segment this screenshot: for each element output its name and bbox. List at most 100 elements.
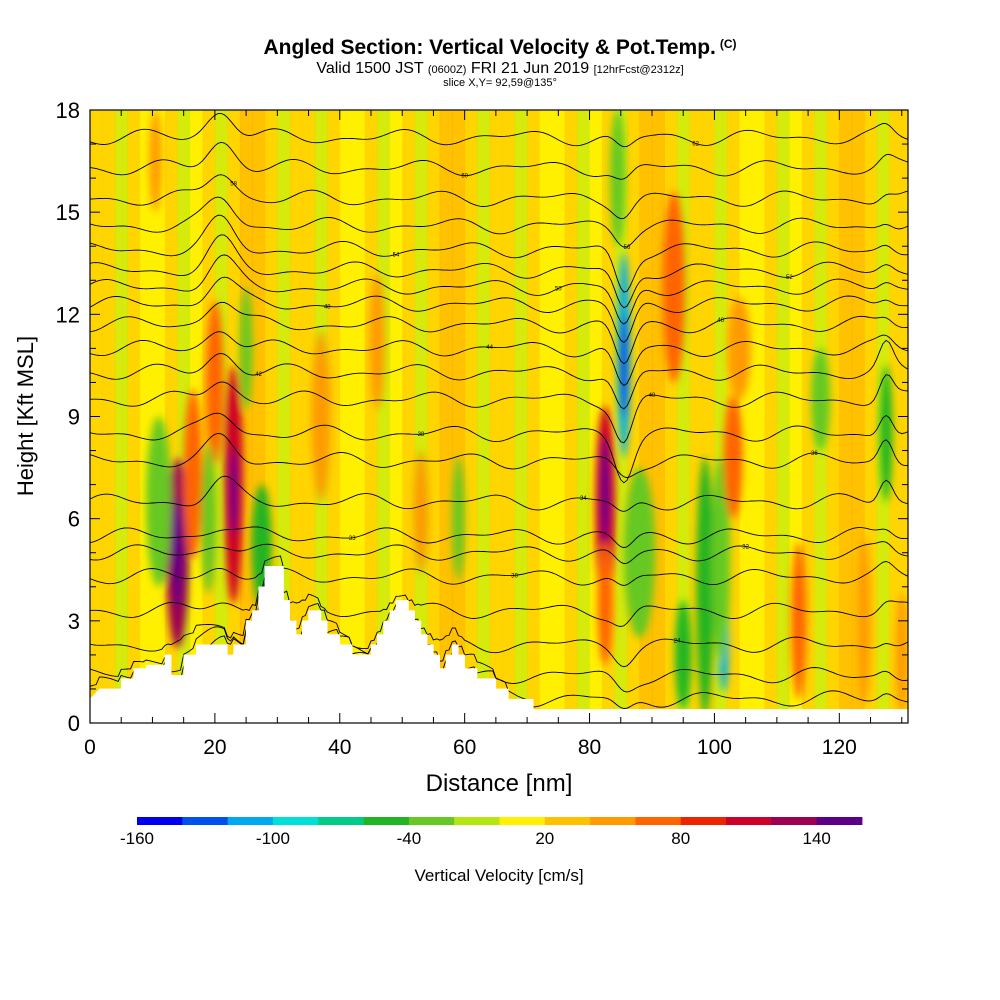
theta-contour (90, 112, 908, 148)
colorbar-swatch (137, 817, 183, 825)
theta-contour-label: 58 (230, 182, 237, 188)
chart-title: Angled Section: Vertical Velocity & Pot.… (0, 36, 1000, 60)
y-tick-label: 18 (56, 98, 80, 123)
x-tick-label: 20 (203, 736, 226, 759)
valid-time-utc: (0600Z) (427, 64, 467, 76)
chart-title-tag: (C) (719, 37, 737, 51)
colorbar-swatch (590, 817, 636, 825)
velocity-cell (229, 447, 238, 536)
theta-contour (90, 412, 908, 484)
y-tick-label: 15 (56, 200, 80, 225)
x-tick-label: 100 (697, 736, 732, 759)
velocity-cell (201, 443, 217, 594)
theta-contour (90, 526, 908, 549)
colorbar-swatch (499, 817, 546, 825)
colorbar-swatch (635, 817, 682, 825)
velocity-band (464, 110, 478, 723)
theta-contour-label: 24 (674, 639, 681, 645)
velocity-band (102, 110, 116, 723)
velocity-band (364, 110, 378, 723)
colorbar-swatch (272, 817, 319, 825)
velocity-band (776, 110, 790, 723)
velocity-cell (723, 396, 743, 519)
terrain (90, 566, 908, 723)
theta-contour (90, 196, 908, 248)
velocity-band (564, 110, 578, 723)
velocity-band (389, 110, 403, 723)
velocity-cell (879, 365, 893, 502)
velocity-band (552, 110, 566, 723)
theta-contour (90, 141, 908, 180)
valid-time-jst: Valid 1500 JST (316, 60, 424, 77)
y-axis-label: Height [Kft MSL] (13, 336, 38, 496)
x-axis-label: Distance [nm] (426, 770, 573, 797)
theta-contour (90, 581, 908, 668)
velocity-cell (728, 297, 751, 400)
theta-contour (90, 331, 908, 386)
x-tick-label: 40 (328, 736, 351, 759)
theta-contour (90, 541, 908, 565)
x-tick-label: 80 (578, 736, 601, 759)
velocity-band (527, 110, 541, 723)
velocity-band (489, 110, 503, 723)
velocity-band (239, 110, 253, 723)
theta-contour-label: 62 (692, 141, 699, 147)
colorbar-swatch (182, 817, 229, 825)
theta-contour-label: 46 (717, 318, 724, 324)
theta-contour (90, 571, 908, 627)
velocity-cell (858, 535, 871, 706)
velocity-band (302, 110, 316, 723)
colorbar-swatch (771, 817, 818, 825)
velocity-band (439, 110, 453, 723)
forecast-info: [12hrFcst@2312z] (593, 64, 684, 76)
theta-contour-label: 50 (555, 286, 562, 292)
velocity-band (139, 110, 153, 723)
velocity-band (427, 110, 441, 723)
theta-contour-label: 54 (393, 252, 400, 258)
velocity-cell (811, 348, 830, 451)
theta-contour (90, 301, 908, 365)
velocity-band (577, 110, 591, 723)
velocity-band (339, 110, 353, 723)
velocity-band (889, 110, 903, 723)
velocity-cell (452, 457, 465, 580)
colorbar-tick-label: 80 (671, 829, 690, 848)
velocity-band (352, 110, 366, 723)
theta-contour-label: 52 (786, 275, 793, 281)
theta-contour-label: 30 (511, 573, 518, 579)
velocity-band (127, 110, 141, 723)
potential-temperature-contours: 1620242830323334363840424446485052545658… (90, 112, 908, 709)
y-tick-label: 12 (56, 302, 80, 327)
velocity-cell (172, 498, 183, 608)
theta-contour (90, 254, 908, 325)
velocity-band (452, 110, 466, 723)
velocity-cell (711, 457, 731, 662)
velocity-band (651, 110, 665, 723)
x-tick-label: 120 (822, 736, 857, 759)
colorbar-tick-label: -40 (397, 829, 422, 848)
velocity-band (289, 110, 303, 723)
colorbar: -160 -100 -40 20 80 140 (120, 817, 863, 848)
velocity-band (839, 110, 853, 723)
colorbar-tick-label: 20 (535, 829, 554, 848)
theta-contour (90, 475, 908, 512)
theta-contour-label: 38 (418, 432, 425, 438)
theta-contour (90, 555, 908, 586)
velocity-cell (600, 436, 610, 546)
colorbar-tick-label: -100 (256, 829, 290, 848)
theta-contour-label: 32 (742, 544, 749, 550)
theta-contour-label: 34 (580, 496, 587, 502)
colorbar-swatch (227, 817, 274, 825)
velocity-cell (791, 542, 807, 700)
velocity-band (477, 110, 491, 723)
velocity-band (801, 110, 815, 723)
colorbar-swatch (726, 817, 772, 825)
velocity-cell (620, 314, 628, 417)
colorbar-swatch (408, 817, 455, 825)
velocity-cell (696, 457, 714, 717)
velocity-band (764, 110, 778, 723)
velocity-cell (239, 287, 253, 410)
y-tick-label: 9 (68, 405, 80, 430)
theta-contour-label: 33 (349, 536, 356, 542)
